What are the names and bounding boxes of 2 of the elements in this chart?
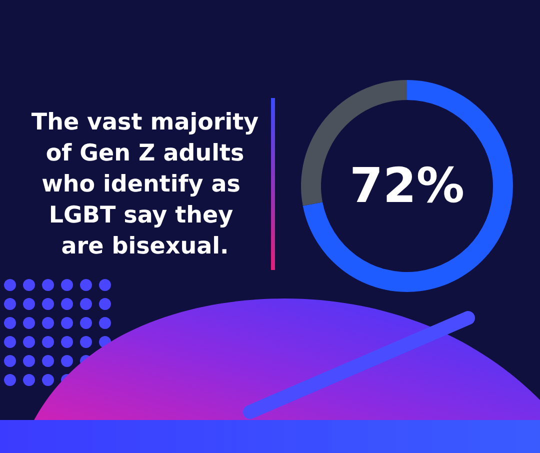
- text: 72%: [350, 158, 464, 214]
- text: The vast majority of Gen Z adults who identify as LGBT say they are bisexual.: [31, 110, 259, 260]
